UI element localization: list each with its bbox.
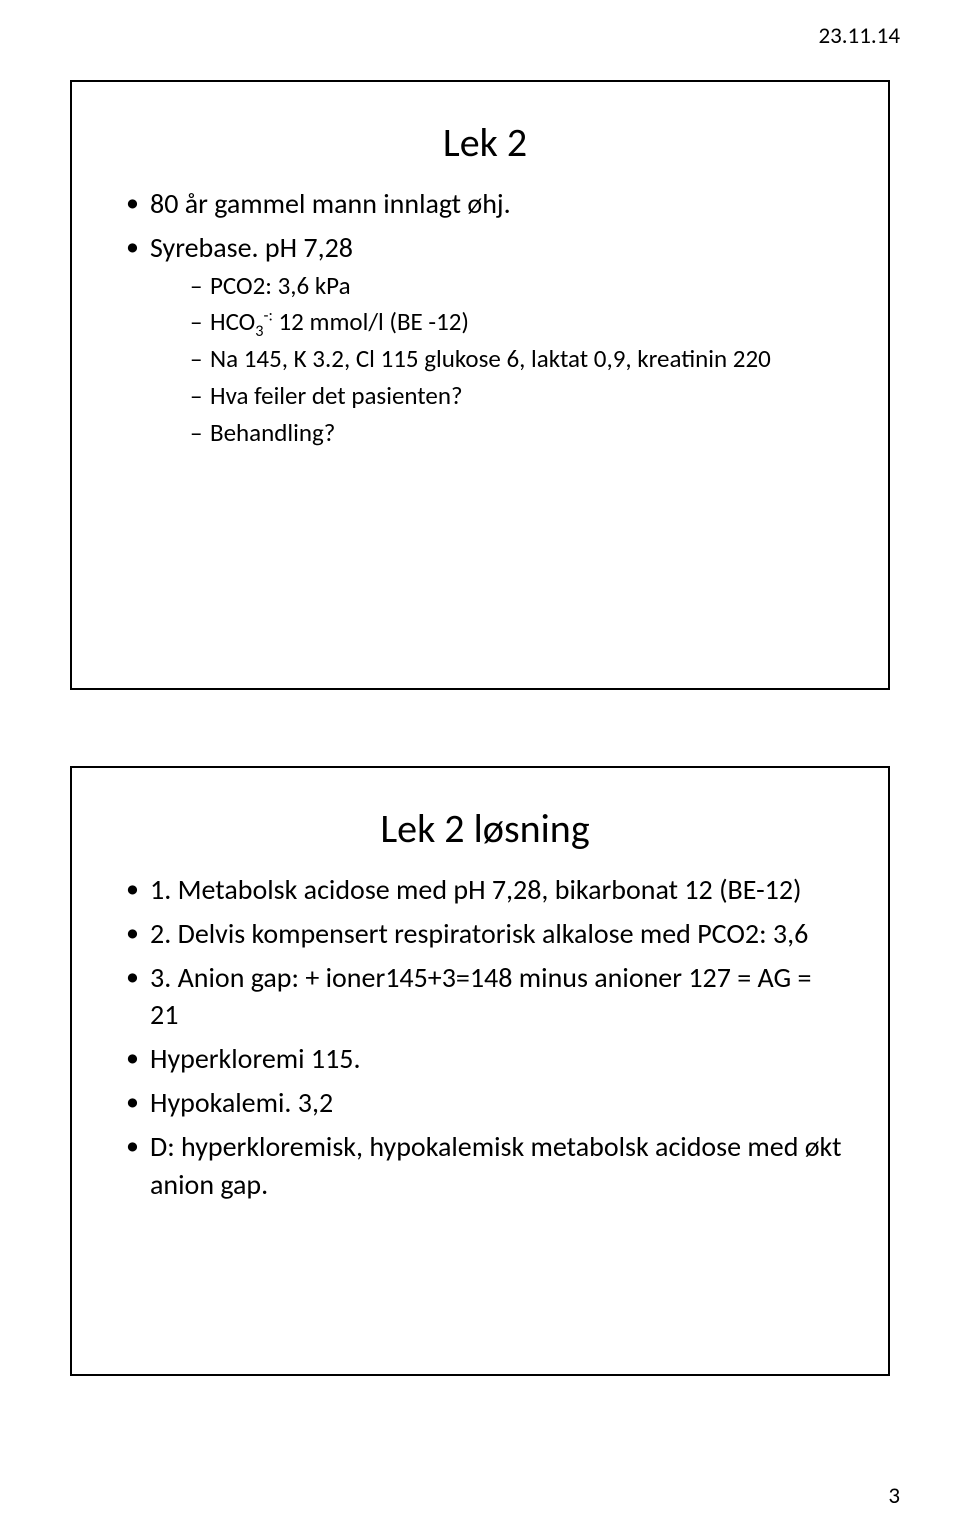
slide-1-sublist: PCO2: 3,6 kPa HCO3-: 12 mmol/l (BE -12) … (190, 269, 844, 450)
bullet-text-prefix: HCO (210, 306, 255, 337)
list-item: Hypokalemi. 3,2 (126, 1084, 844, 1122)
page: 23.11.14 Lek 2 80 år gammel mann innlagt… (0, 0, 960, 1534)
list-item: Hyperkloremi 115. (126, 1040, 844, 1078)
bullet-text: PCO2: 3,6 kPa (210, 270, 351, 301)
slide-1: Lek 2 80 år gammel mann innlagt øhj. Syr… (70, 80, 890, 690)
list-item: D: hyperkloremisk, hypokalemisk metabols… (126, 1128, 844, 1204)
bullet-text: Behandling? (210, 417, 335, 448)
slide-2-list: 1. Metabolsk acidose med pH 7,28, bikarb… (126, 871, 844, 1203)
list-item: 1. Metabolsk acidose med pH 7,28, bikarb… (126, 871, 844, 909)
bullet-text: 1. Metabolsk acidose med pH 7,28, bikarb… (150, 872, 802, 907)
subscript: 3 (255, 322, 263, 341)
list-item: Na 145, K 3.2, Cl 115 glukose 6, laktat … (190, 342, 844, 376)
bullet-text: Hypokalemi. 3,2 (150, 1085, 333, 1120)
superscript: -: (264, 307, 273, 326)
bullet-text: Hyperkloremi 115. (150, 1041, 361, 1076)
list-item: 3. Anion gap: + ioner145+3=148 minus ani… (126, 959, 844, 1035)
bullet-text: 80 år gammel mann innlagt øhj. (150, 186, 511, 221)
slide-2-title: Lek 2 løsning (126, 804, 844, 853)
slide-1-list: 80 år gammel mann innlagt øhj. Syrebase.… (126, 185, 844, 449)
header-date: 23.11.14 (818, 22, 900, 50)
list-item: Behandling? (190, 416, 844, 450)
list-item: Syrebase. pH 7,28 PCO2: 3,6 kPa HCO3-: 1… (126, 229, 844, 450)
list-item: 2. Delvis kompensert respiratorisk alkal… (126, 915, 844, 953)
bullet-text: 3. Anion gap: + ioner145+3=148 minus ani… (150, 960, 811, 1033)
list-item: 80 år gammel mann innlagt øhj. (126, 185, 844, 223)
bullet-text: 2. Delvis kompensert respiratorisk alkal… (150, 916, 808, 951)
list-item: HCO3-: 12 mmol/l (BE -12) (190, 305, 844, 339)
list-item: PCO2: 3,6 kPa (190, 269, 844, 303)
slide-1-title: Lek 2 (126, 118, 844, 167)
slide-2: Lek 2 løsning 1. Metabolsk acidose med p… (70, 766, 890, 1376)
bullet-text: Hva feiler det pasienten? (210, 380, 463, 411)
bullet-text: Na 145, K 3.2, Cl 115 glukose 6, laktat … (210, 343, 771, 374)
bullet-text: Syrebase. pH 7,28 (150, 230, 353, 265)
page-number: 3 (888, 1482, 900, 1510)
list-item: Hva feiler det pasienten? (190, 379, 844, 413)
bullet-text-suffix: 12 mmol/l (BE -12) (273, 306, 469, 337)
bullet-text: D: hyperkloremisk, hypokalemisk metabols… (150, 1129, 842, 1202)
